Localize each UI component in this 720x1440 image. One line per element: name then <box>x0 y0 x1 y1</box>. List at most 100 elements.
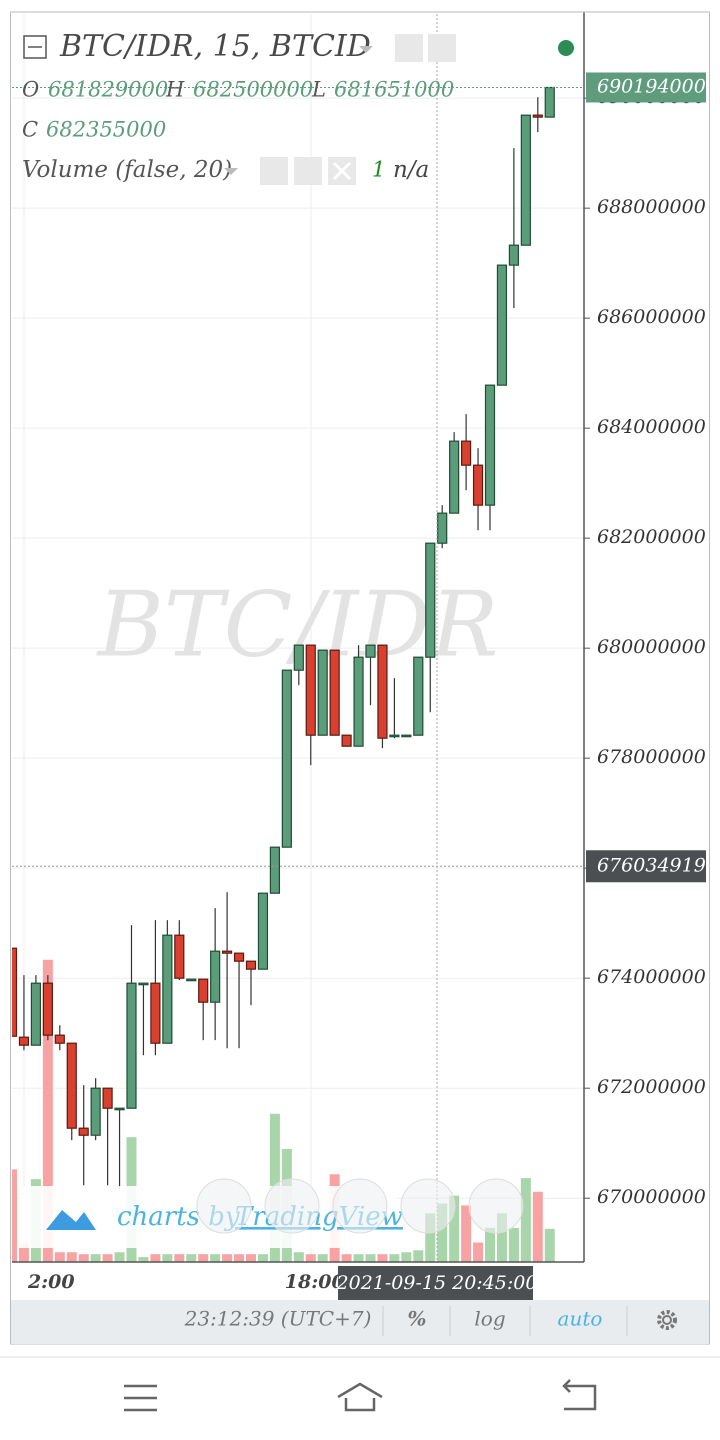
percent-button[interactable]: % <box>407 1307 426 1331</box>
volume-bar <box>473 1242 484 1262</box>
clock: 23:12:39 (UTC+7) <box>184 1307 372 1331</box>
x-tick-label: 2:00 <box>27 1271 75 1293</box>
candle-body <box>317 649 328 736</box>
candle-body <box>257 892 269 970</box>
volume-bar <box>293 1252 304 1262</box>
candle-body <box>472 464 484 506</box>
candle-body <box>126 982 137 1109</box>
x-tick-label: 18:00 <box>285 1271 345 1293</box>
status-dot <box>558 40 574 56</box>
candle-body <box>377 644 388 739</box>
y-tick-label: 674000000 <box>597 966 706 988</box>
volume-bar <box>305 1254 316 1262</box>
legend-label: C <box>22 118 38 142</box>
candle-body <box>114 1107 125 1111</box>
y-tick-label: 670000000 <box>597 1186 706 1208</box>
y-tick-label: 684000000 <box>597 416 706 438</box>
auto-button[interactable]: auto <box>558 1307 603 1331</box>
candle-body <box>389 734 400 738</box>
candle-body <box>449 440 460 514</box>
menu-button[interactable] <box>124 1384 157 1412</box>
candle-body <box>508 244 519 266</box>
volume-bar <box>234 1254 245 1262</box>
volume-bar <box>317 1254 328 1262</box>
candle-body <box>401 734 412 738</box>
crosshair-time-label: 2021-09-15 20:45:00 <box>336 1272 538 1294</box>
log-button[interactable]: log <box>474 1307 505 1331</box>
settings-button[interactable] <box>428 34 456 62</box>
volume-bar <box>114 1252 125 1262</box>
volume-bar <box>508 1227 519 1262</box>
candle-body <box>281 669 292 848</box>
volume-bar <box>222 1254 233 1262</box>
volume-bar <box>449 1195 460 1262</box>
volume-bar <box>437 1203 448 1262</box>
legend-label: L <box>311 78 326 102</box>
candle-body <box>138 982 149 986</box>
candle-body <box>210 950 221 1003</box>
candle-body <box>102 1087 113 1109</box>
volume-bar <box>42 959 53 1262</box>
eye-button[interactable] <box>260 157 288 185</box>
candle-body <box>461 440 472 466</box>
volume-bar <box>377 1254 388 1262</box>
candle-body <box>437 512 448 544</box>
candle-body <box>329 649 340 736</box>
volume-bar <box>138 1257 149 1262</box>
volume-bar <box>520 1178 531 1262</box>
candle-body <box>269 846 280 894</box>
volume-bar <box>186 1254 197 1262</box>
legend-label: H <box>165 78 185 102</box>
candle-body <box>532 114 543 118</box>
home-button[interactable] <box>337 1382 383 1412</box>
volume-bar <box>78 1254 89 1262</box>
dropdown[interactable] <box>359 46 373 53</box>
volume-index: 1 <box>372 158 385 182</box>
volume-bar <box>401 1252 412 1262</box>
price-axis: 6700000006720000006740000006760000006780… <box>27 86 706 1293</box>
volume-bar <box>210 1254 221 1262</box>
y-tick-label: 678000000 <box>597 746 706 768</box>
nav-button[interactable] <box>468 1178 524 1234</box>
crosshair-time-tag <box>338 1266 533 1300</box>
eye-button[interactable] <box>395 34 423 62</box>
candle-body <box>544 86 555 118</box>
volume-bar <box>425 1213 436 1262</box>
nav-button[interactable] <box>332 1178 388 1234</box>
back-button[interactable] <box>562 1379 597 1411</box>
volume-bar <box>66 1252 77 1262</box>
volume-bar <box>90 1254 101 1262</box>
volume-bar <box>18 1242 29 1262</box>
last-price-tag <box>586 72 706 103</box>
nav-button[interactable] <box>196 1178 252 1234</box>
candle-body <box>484 384 496 506</box>
toolbar <box>11 1300 709 1344</box>
volume-bar <box>496 1213 507 1262</box>
candle-body <box>353 656 364 747</box>
candle-body <box>162 934 173 1044</box>
candles <box>12 86 555 1191</box>
candle-body <box>222 950 233 954</box>
volume-bar <box>174 1254 185 1262</box>
settings-button[interactable] <box>294 157 322 185</box>
legend-value: 682355000 <box>46 118 166 142</box>
volume-bar <box>461 1205 472 1262</box>
candle-body <box>425 542 436 658</box>
nav-button[interactable] <box>400 1178 456 1234</box>
settings-icon[interactable] <box>657 1310 677 1330</box>
candle-body <box>186 978 197 982</box>
candle-body <box>341 734 352 747</box>
volume-bar <box>54 1252 65 1262</box>
candle-body <box>233 952 245 962</box>
dropdown[interactable] <box>224 168 238 175</box>
nav-button[interactable] <box>264 1178 320 1234</box>
volume-bar <box>485 1227 495 1262</box>
legend-value: 681829000 <box>48 78 168 102</box>
crosshair-price-tag <box>586 850 706 883</box>
candle-body <box>174 934 185 979</box>
collapse-button[interactable] <box>23 35 47 59</box>
volume-bar <box>341 1254 352 1262</box>
candle-body <box>66 1042 77 1129</box>
volume-bar <box>353 1254 364 1262</box>
y-tick-label: 688000000 <box>597 196 706 218</box>
